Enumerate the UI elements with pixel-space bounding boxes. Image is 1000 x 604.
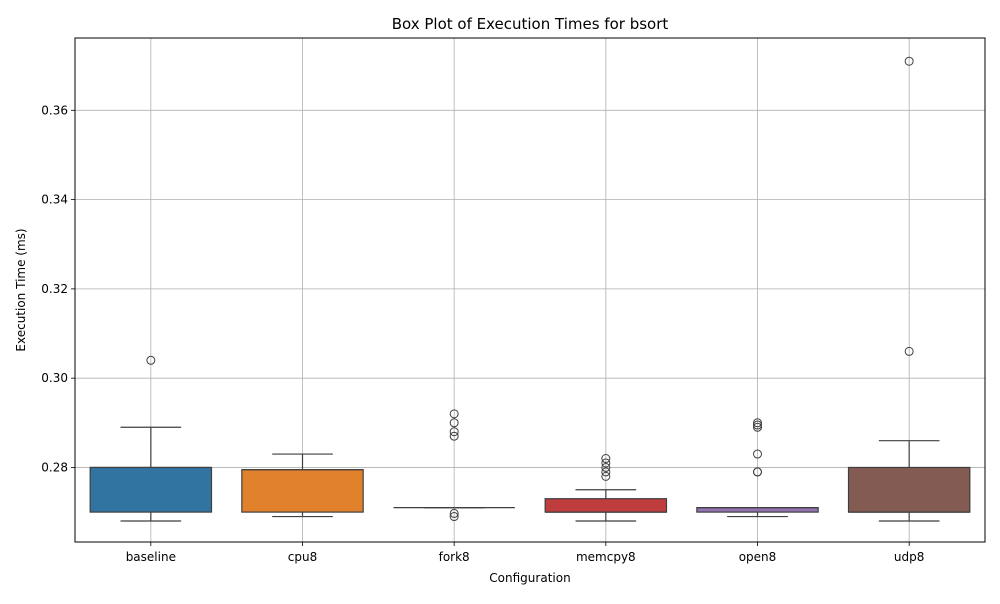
box-body bbox=[241, 469, 364, 513]
outlier-point bbox=[146, 355, 156, 365]
outlier-point bbox=[601, 458, 611, 468]
y-tick-label: 0.28 bbox=[41, 460, 68, 474]
outlier-point bbox=[449, 409, 459, 419]
boxes-layer bbox=[89, 56, 971, 522]
outlier-point bbox=[449, 418, 459, 428]
box-fork8 bbox=[393, 409, 515, 522]
outlier-point bbox=[449, 512, 459, 522]
x-tick-label: memcpy8 bbox=[576, 550, 636, 564]
y-tick-label: 0.34 bbox=[41, 193, 68, 207]
box-udp8 bbox=[847, 56, 971, 522]
axes-layer: 0.28 0.30 0.32 0.34 0.36 baseline cpu8 fork8 mem… bbox=[41, 37, 986, 564]
box-body bbox=[89, 466, 213, 513]
y-tick-label: 0.30 bbox=[41, 371, 68, 385]
outlier-point bbox=[449, 427, 459, 437]
outlier-point bbox=[753, 420, 762, 430]
outlier-point bbox=[904, 56, 914, 66]
box-baseline bbox=[89, 355, 213, 522]
outlier-point bbox=[753, 449, 762, 459]
outlier-point bbox=[753, 418, 762, 428]
box-open8 bbox=[696, 418, 819, 518]
outlier-point bbox=[449, 508, 459, 518]
y-tick-label: 0.36 bbox=[41, 103, 68, 117]
outlier-point bbox=[753, 422, 762, 432]
outlier-point bbox=[601, 471, 611, 481]
outlier-point bbox=[449, 431, 459, 441]
outlier-point bbox=[904, 346, 914, 356]
box-body bbox=[847, 466, 971, 513]
x-tick-label: udp8 bbox=[894, 550, 924, 564]
x-tick-label: open8 bbox=[739, 550, 777, 564]
box-body bbox=[544, 498, 668, 513]
box-memcpy8 bbox=[544, 454, 668, 522]
x-tick-label: baseline bbox=[126, 550, 176, 564]
outlier-point bbox=[753, 467, 762, 477]
y-axis-label: Execution Time (ms) bbox=[14, 228, 28, 351]
outlier-point bbox=[601, 467, 611, 477]
grid-lines bbox=[75, 38, 985, 542]
outlier-point bbox=[601, 462, 611, 472]
outlier-point bbox=[601, 454, 611, 464]
box-body bbox=[696, 507, 819, 513]
chart-title: Box Plot of Execution Times for bsort bbox=[392, 15, 669, 33]
y-tick-label: 0.32 bbox=[41, 282, 68, 296]
x-tick-label: fork8 bbox=[439, 550, 470, 564]
box-cpu8 bbox=[241, 453, 364, 518]
x-axis-label: Configuration bbox=[489, 571, 570, 585]
plot-frame bbox=[74, 37, 986, 543]
x-tick-label: cpu8 bbox=[288, 550, 317, 564]
